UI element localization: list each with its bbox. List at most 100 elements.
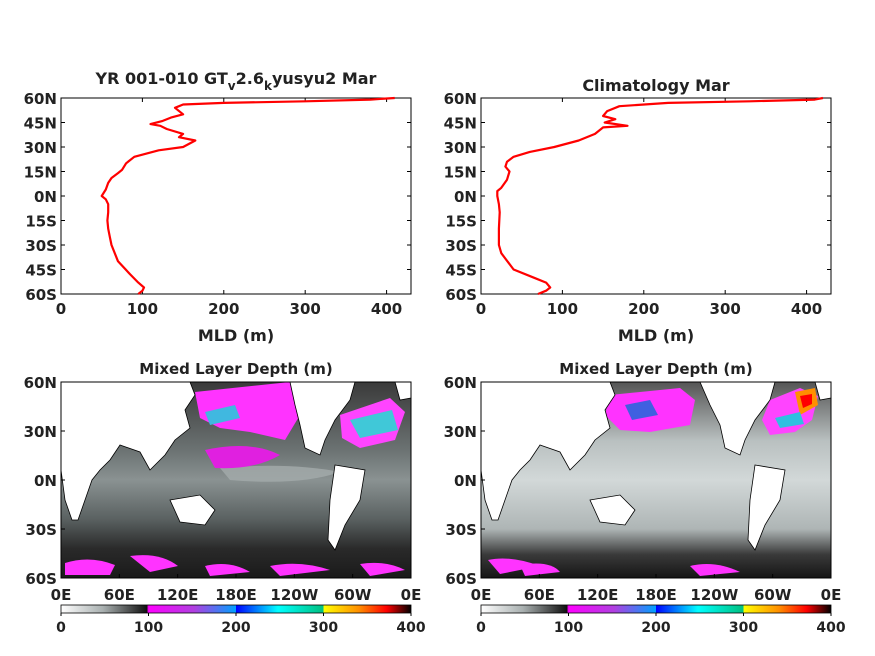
map-x-tick-label: 60W [334, 586, 372, 604]
x-tick-label: 300 [290, 300, 321, 318]
x-tick-label: 100 [127, 300, 158, 318]
y-tick-label: 45N [24, 115, 57, 133]
map-y-tick-label: 30S [445, 521, 477, 539]
panel-title-left: YR 001-010 GTv2.6kyusyu2 Mar [95, 69, 377, 93]
map-x-tick-label: 180E [215, 586, 257, 604]
southern-blob-3-right [690, 564, 740, 576]
land-left [60, 381, 412, 551]
y-tick-label: 60N [444, 90, 477, 108]
colorbar-tick-label: 400 [396, 620, 425, 636]
profile-axes-box [480, 97, 832, 295]
y-tick-label: 45N [444, 115, 477, 133]
y-tick-label: 30N [444, 139, 477, 157]
kuroshio-core-left [205, 405, 240, 425]
map-panel-left: Mixed Layer Depth (m) 0E 60E 120E 180E 120W 6… [24, 360, 426, 636]
map-title-left: Mixed Layer Depth (m) [139, 360, 332, 378]
y-tick-label: 15S [445, 213, 477, 231]
y-tick-label: 45S [445, 262, 477, 280]
map-y-tick-label: 30S [25, 521, 57, 539]
southern-blob-3-left [205, 564, 250, 576]
mld-profile-line [496, 96, 824, 296]
map-y-tick-label: 0N [34, 472, 57, 490]
southern-blob-1-right [488, 558, 540, 574]
southern-blob-4-left [270, 563, 330, 576]
y-tick-label: 45S [25, 262, 57, 280]
southern-blob-5-left [360, 562, 405, 576]
australia-left [169, 494, 216, 526]
map-x-tick-label: 60W [754, 586, 792, 604]
map-x-tick-label: 0E [471, 586, 492, 604]
colorbar-tick-label: 200 [221, 620, 250, 636]
panel-title-right: Climatology Mar [582, 76, 729, 95]
colorbar-tick-label: 0 [476, 620, 486, 636]
map-y-tick-label: 60S [25, 570, 57, 588]
y-tick-label: 0N [34, 188, 57, 206]
mld-profile-line [100, 96, 395, 295]
map-x-tick-label: 120E [577, 586, 619, 604]
profile-panel-left: YR 001-010 GTv2.6kyusyu2 Mar 0 100 200 300 4… [24, 69, 412, 345]
colorbar [60, 604, 412, 614]
x-tick-label: 400 [371, 300, 402, 318]
map-x-tick-label: 180E [635, 586, 677, 604]
southern-blob-2-right [520, 563, 560, 576]
map-x-tick-label: 0E [821, 586, 842, 604]
x-tick-label: 200 [208, 300, 239, 318]
south-america-right [747, 464, 786, 551]
north-america-right [699, 381, 776, 456]
colorbar [480, 604, 832, 614]
profile-panel-right: Climatology Mar 0 100 200 300 400 60N 45N 30N 15… [444, 76, 832, 345]
x-tick-label: 0 [476, 300, 486, 318]
y-tick-label: 30N [24, 139, 57, 157]
map-x-tick-label: 60E [104, 586, 135, 604]
map-y-tick-label: 30N [24, 423, 57, 441]
colorbar-tick-label: 300 [309, 620, 338, 636]
x-tick-label: 400 [791, 300, 822, 318]
colorbar-tick-label: 400 [816, 620, 845, 636]
y-tick-label: 60S [25, 286, 57, 304]
colorbar-tick-label: 100 [554, 620, 583, 636]
y-tick-label: 15N [444, 164, 477, 182]
x-tick-label: 200 [628, 300, 659, 318]
y-tick-label: 0N [454, 188, 477, 206]
y-tick-label: 60N [24, 90, 57, 108]
australia-right [589, 494, 636, 526]
y-tick-label: 15N [24, 164, 57, 182]
map-x-tick-label: 120W [690, 586, 738, 604]
map-x-tick-label: 120E [157, 586, 199, 604]
map-x-tick-label: 0E [401, 586, 422, 604]
southern-blob-2-left [130, 555, 178, 572]
colorbar-tick-label: 300 [729, 620, 758, 636]
subtropical-pacific-blob-left [205, 446, 280, 469]
map-y-tick-label: 60S [445, 570, 477, 588]
map-x-tick-label: 60E [524, 586, 555, 604]
x-tick-label: 0 [56, 300, 66, 318]
map-x-tick-label: 0E [51, 586, 72, 604]
y-tick-label: 30S [25, 237, 57, 255]
map-y-tick-label: 60N [444, 374, 477, 392]
colorbar-tick-label: 200 [641, 620, 670, 636]
y-tick-label: 60S [445, 286, 477, 304]
north-pacific-core-right [625, 400, 658, 420]
eurasia-africa-left [60, 381, 196, 521]
y-tick-label: 30S [445, 237, 477, 255]
profile-axes-box [60, 97, 412, 295]
map-y-tick-label: 0N [454, 472, 477, 490]
map-x-tick-label: 120W [270, 586, 318, 604]
x-tick-label: 100 [547, 300, 578, 318]
atlantic-core-right [775, 412, 804, 428]
eurasia-africa-right [480, 381, 616, 521]
y-tick-label: 15S [25, 213, 57, 231]
map-y-tick-label: 60N [24, 374, 57, 392]
labrador-peak-right [800, 394, 812, 408]
north-pacific-blob-left [195, 382, 300, 440]
x-tick-label: 300 [710, 300, 741, 318]
map-title-right: Mixed Layer Depth (m) [559, 360, 752, 378]
equatorial-band-left [220, 465, 340, 482]
map-y-tick-label: 30N [444, 423, 477, 441]
colorbar-tick-label: 100 [134, 620, 163, 636]
north-america-left [289, 381, 356, 456]
southern-blob-1-left [65, 559, 115, 575]
x-axis-label: MLD (m) [198, 326, 274, 345]
south-america-left [327, 464, 366, 551]
